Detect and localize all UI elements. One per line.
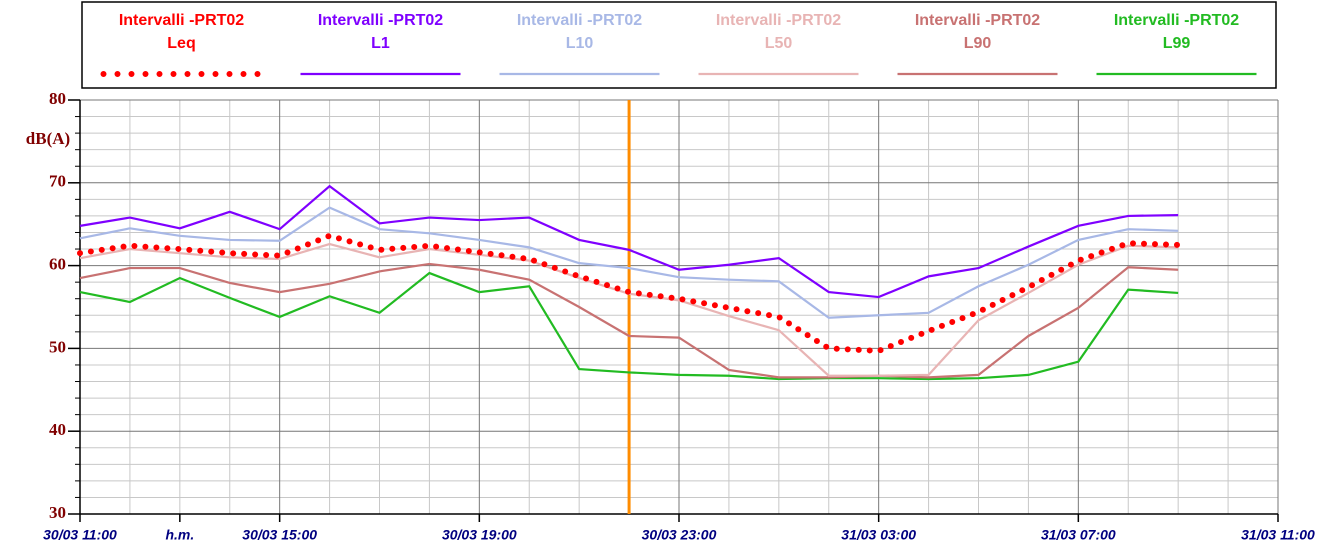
legend-name: Intervalli -PRT02: [517, 12, 642, 29]
y-tick-label: 40: [49, 420, 66, 439]
legend-stat: L50: [765, 35, 793, 52]
legend-name: Intervalli -PRT02: [716, 12, 841, 29]
legend-stat: L1: [371, 35, 390, 52]
series-line: [79, 184, 1179, 299]
y-tick-label: 50: [49, 337, 66, 356]
series-line: [79, 271, 1179, 381]
legend-name: Intervalli -PRT02: [915, 12, 1040, 29]
series-line: [79, 206, 1179, 319]
y-tick-label: 60: [49, 255, 66, 274]
legend-name: Intervalli -PRT02: [318, 12, 443, 29]
legend-stat: L90: [964, 35, 992, 52]
legend-name: Intervalli -PRT02: [1114, 12, 1239, 29]
y-axis-label: dB(A): [26, 129, 70, 148]
x-tick-label: 30/03 19:00: [442, 527, 517, 543]
legend-stat: L99: [1163, 35, 1191, 52]
legend-name: Intervalli -PRT02: [119, 12, 244, 29]
legend-stat: L10: [566, 35, 594, 52]
y-tick-label: 70: [49, 172, 66, 191]
legend-box: [81, 1, 1277, 89]
x-tick-label: 31/03 07:00: [1041, 527, 1116, 543]
x-tick-label: 30/03 15:00: [242, 527, 317, 543]
x-tick-label: 31/03 03:00: [841, 527, 916, 543]
y-tick-label: 30: [49, 503, 66, 522]
x-tick-label: 31/03 11:00: [1241, 527, 1315, 543]
x-tick-label: 30/03 23:00: [642, 527, 717, 543]
x-tick-label: 30/03 11:00: [43, 527, 117, 543]
y-tick-label: 80: [49, 89, 66, 108]
series-line: [77, 232, 1182, 354]
legend-stat: Leq: [167, 35, 195, 52]
x-tick-label: h.m.: [165, 527, 194, 543]
series-line: [79, 262, 1179, 379]
